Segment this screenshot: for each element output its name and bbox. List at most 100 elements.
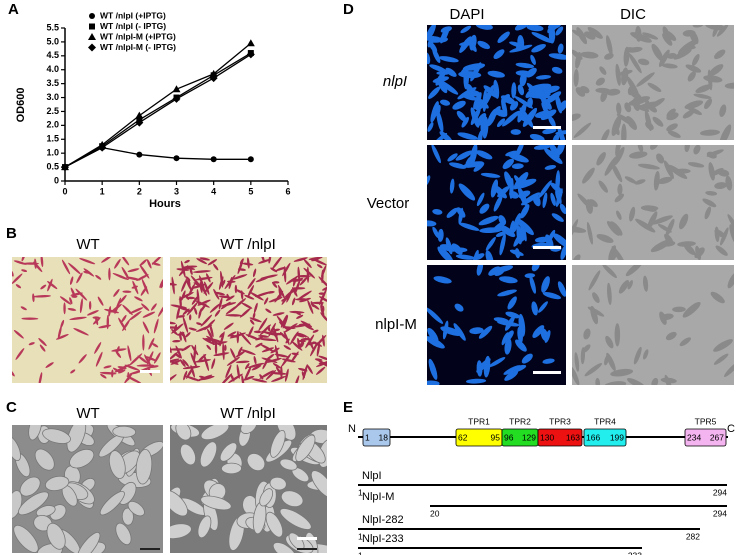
domain-end: 95 bbox=[491, 432, 501, 442]
cell bbox=[710, 291, 725, 304]
cell bbox=[518, 190, 531, 199]
cell bbox=[121, 257, 130, 266]
cell bbox=[427, 380, 440, 385]
cell bbox=[449, 178, 455, 194]
cell bbox=[32, 293, 35, 303]
micrograph bbox=[12, 257, 163, 383]
cell bbox=[542, 291, 562, 300]
cell bbox=[487, 70, 505, 78]
cell bbox=[430, 101, 439, 123]
cell bbox=[270, 372, 287, 375]
cell bbox=[638, 163, 660, 170]
cell bbox=[632, 98, 640, 112]
cell bbox=[322, 286, 327, 291]
cell bbox=[188, 283, 195, 295]
cell bbox=[544, 148, 563, 164]
image-title: WT bbox=[76, 236, 99, 253]
cell bbox=[190, 352, 198, 368]
cell bbox=[595, 87, 611, 94]
cell bbox=[714, 229, 725, 238]
cell bbox=[647, 82, 662, 92]
cell bbox=[195, 276, 213, 281]
x-tick-label: 5 bbox=[248, 186, 253, 196]
cell bbox=[635, 218, 656, 233]
cell bbox=[170, 490, 188, 517]
cell bbox=[268, 322, 276, 337]
cell bbox=[555, 170, 561, 194]
image-title: WT bbox=[76, 405, 99, 422]
cell bbox=[663, 30, 677, 41]
cell bbox=[658, 49, 670, 67]
cell bbox=[193, 270, 211, 273]
cell bbox=[535, 75, 552, 80]
cell bbox=[483, 85, 499, 99]
cell bbox=[63, 302, 66, 315]
cell bbox=[714, 182, 727, 190]
cell bbox=[642, 349, 649, 360]
cell bbox=[596, 152, 606, 166]
cell bbox=[83, 270, 91, 274]
marker bbox=[89, 23, 95, 30]
cell bbox=[445, 237, 453, 255]
cell bbox=[636, 72, 655, 87]
legend-item: WT /nlpI-M (- IPTG) bbox=[88, 42, 176, 52]
cell bbox=[509, 177, 514, 199]
cell bbox=[252, 268, 257, 278]
cell bbox=[529, 275, 537, 294]
construct-end: 294 bbox=[713, 508, 727, 518]
cell bbox=[320, 301, 323, 309]
cell bbox=[225, 314, 242, 317]
cell bbox=[263, 297, 269, 305]
cell bbox=[573, 122, 592, 139]
x-axis-label: Hours bbox=[149, 198, 181, 210]
cell bbox=[321, 265, 327, 278]
cell bbox=[310, 470, 327, 499]
cell bbox=[188, 327, 197, 331]
cell bbox=[306, 364, 313, 374]
cell bbox=[527, 97, 533, 108]
column-title: DIC bbox=[620, 6, 646, 23]
cell bbox=[87, 310, 99, 316]
cell bbox=[196, 289, 200, 305]
cell bbox=[173, 324, 178, 333]
legend-label: WT /nlpI-M (+IPTG) bbox=[100, 31, 176, 41]
cell bbox=[605, 35, 613, 55]
cell bbox=[19, 476, 41, 497]
cell bbox=[672, 306, 686, 313]
marker bbox=[172, 94, 181, 103]
cell bbox=[181, 279, 187, 292]
cell bbox=[442, 320, 449, 340]
cell bbox=[493, 49, 505, 59]
cell bbox=[704, 98, 713, 110]
cell bbox=[196, 322, 203, 326]
marker bbox=[88, 33, 96, 40]
cell bbox=[145, 356, 157, 362]
cell bbox=[283, 266, 287, 283]
cell bbox=[21, 317, 39, 320]
cell bbox=[515, 145, 525, 158]
cell bbox=[196, 374, 213, 382]
cell bbox=[644, 110, 652, 132]
cell bbox=[196, 258, 208, 265]
cell bbox=[226, 356, 240, 366]
cell bbox=[271, 281, 278, 288]
y-tick-label: 2.0 bbox=[46, 120, 59, 130]
cell bbox=[501, 332, 509, 346]
cell bbox=[230, 348, 236, 360]
cell bbox=[716, 25, 729, 37]
cell bbox=[12, 369, 15, 377]
cell bbox=[272, 542, 296, 553]
cell bbox=[247, 277, 256, 290]
cell bbox=[76, 532, 101, 553]
micrograph bbox=[427, 25, 566, 140]
scale-bar bbox=[533, 126, 561, 129]
domain-box bbox=[684, 428, 727, 447]
construct-end: 233 bbox=[628, 550, 642, 555]
cell bbox=[474, 253, 485, 260]
cell bbox=[522, 107, 538, 127]
marker bbox=[98, 143, 107, 152]
cell bbox=[280, 365, 283, 380]
cell bbox=[203, 353, 209, 371]
cell bbox=[439, 99, 451, 106]
cell bbox=[627, 85, 635, 96]
